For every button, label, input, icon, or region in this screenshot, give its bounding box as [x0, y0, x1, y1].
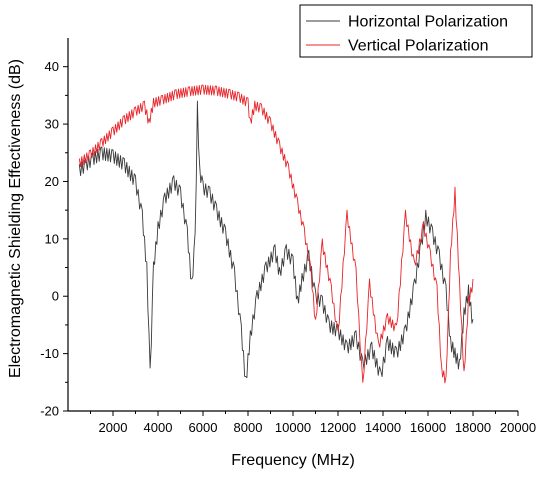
- x-tick-label: 4000: [144, 420, 173, 435]
- x-tick-label: 10000: [275, 420, 311, 435]
- y-axis-label: Electromagnetic Shielding Effectiveness …: [7, 59, 24, 378]
- y-tick-label: 20: [45, 174, 59, 189]
- x-tick-label: 14000: [365, 420, 401, 435]
- y-tick-label: 40: [45, 59, 59, 74]
- series-line-vertical: [78, 84, 474, 384]
- ticks: 2000 4000 6000 8000 10000 12000 14000 16000 1800…: [40, 59, 536, 435]
- x-tick-label: 18000: [455, 420, 491, 435]
- y-tick-label: -10: [40, 346, 59, 361]
- legend: Horizontal Polarization Vertical Polariz…: [299, 4, 533, 58]
- x-tick-label: 12000: [320, 420, 356, 435]
- series-line-horizontal: [78, 100, 474, 379]
- legend-box: [299, 4, 533, 58]
- x-tick-label: 6000: [189, 420, 218, 435]
- y-tick-label: 0: [52, 289, 59, 304]
- x-axis-label: Frequency (MHz): [231, 452, 355, 469]
- x-tick-label: 2000: [99, 420, 128, 435]
- legend-label-horizontal: Horizontal Polarization: [348, 14, 508, 31]
- x-tick-label: 16000: [410, 420, 446, 435]
- series-layer: [78, 84, 474, 384]
- y-tick-label: -20: [40, 404, 59, 419]
- y-tick-label: 30: [45, 117, 59, 132]
- x-tick-label: 20000: [500, 420, 536, 435]
- axes: [67, 38, 518, 412]
- y-tick-label: 10: [45, 231, 59, 246]
- x-tick-label: 8000: [234, 420, 263, 435]
- legend-label-vertical: Vertical Polarization: [348, 38, 489, 55]
